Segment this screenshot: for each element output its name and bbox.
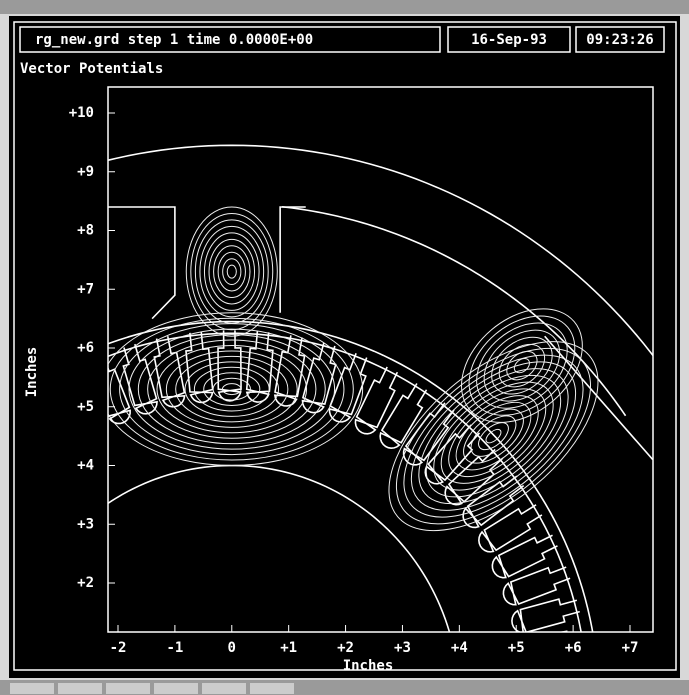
y-tick-label: +2	[77, 575, 94, 591]
bottom-bar	[0, 680, 689, 695]
y-tick-label: +7	[77, 281, 94, 297]
time: 09:23:26	[586, 32, 653, 48]
x-tick-label: +1	[280, 640, 297, 656]
tool-button[interactable]	[202, 683, 246, 694]
y-tick-label: +4	[77, 458, 94, 474]
top-strip	[0, 0, 689, 14]
y-tick-label: +9	[77, 164, 94, 180]
x-tick-label: 0	[228, 640, 236, 656]
date: 16-Sep-93	[471, 32, 547, 48]
plot-title: Vector Potentials	[20, 61, 163, 77]
x-tick-label: +4	[451, 640, 468, 656]
y-tick-label: +10	[69, 105, 94, 121]
tool-button[interactable]	[154, 683, 198, 694]
x-tick-label: +2	[337, 640, 354, 656]
x-tick-label: +7	[622, 640, 639, 656]
tool-button[interactable]	[250, 683, 294, 694]
x-axis-label: Inches	[343, 658, 394, 674]
y-tick-label: +8	[77, 223, 94, 239]
tool-button[interactable]	[10, 683, 54, 694]
screen: rg_new.grd step 1 time 0.0000E+00 16-Sep…	[0, 0, 689, 695]
x-tick-label: +5	[508, 640, 525, 656]
tool-button[interactable]	[106, 683, 150, 694]
y-axis-label: Inches	[24, 347, 40, 398]
file-info: rg_new.grd step 1 time 0.0000E+00	[35, 32, 313, 48]
x-tick-label: -2	[110, 640, 127, 656]
x-tick-label: +3	[394, 640, 411, 656]
x-tick-label: -1	[166, 640, 183, 656]
y-tick-label: +3	[77, 516, 94, 532]
y-tick-label: +6	[77, 340, 94, 356]
x-tick-label: +6	[565, 640, 582, 656]
y-tick-label: +5	[77, 399, 94, 415]
tool-button[interactable]	[58, 683, 102, 694]
